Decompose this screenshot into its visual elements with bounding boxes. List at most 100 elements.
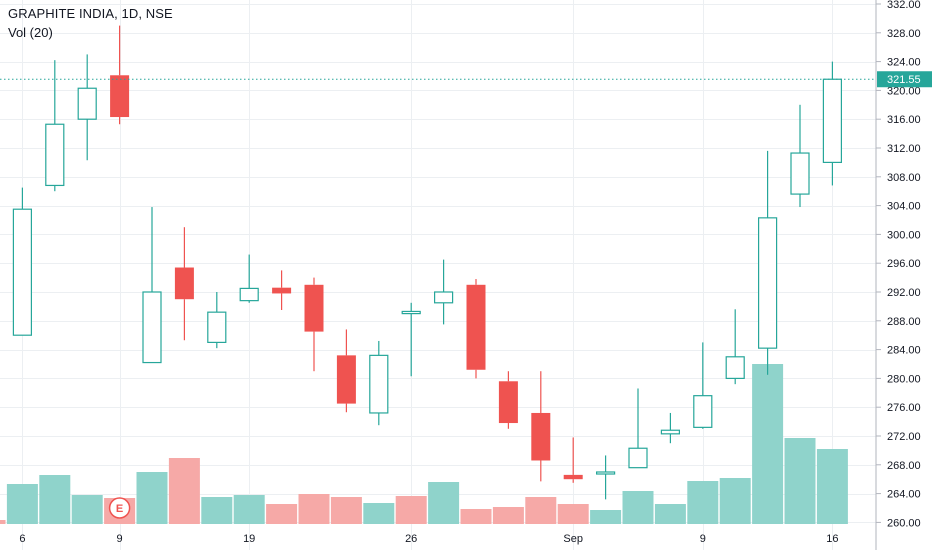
time-axis[interactable]: 6 9 19 26 Sep 9 16: [19, 533, 838, 545]
candle: [757, 150, 778, 375]
candle-body: [174, 267, 194, 300]
price-axis-label: 316.00: [887, 114, 921, 126]
price-axis-label: 332.00: [887, 0, 921, 11]
candle-body: [757, 217, 778, 349]
chart-title: GRAPHITE INDIA, 1D, NSE: [8, 6, 173, 21]
volume-bar: [266, 504, 298, 524]
volume-bar: [557, 504, 589, 524]
candle-body: [239, 287, 259, 302]
volume-bar: [784, 438, 816, 524]
volume-bar: [168, 458, 200, 524]
volume-bar: [752, 364, 784, 524]
volume-bar: [687, 481, 719, 524]
earnings-event-marker[interactable]: E: [108, 497, 131, 519]
price-axis-label: 308.00: [887, 172, 921, 184]
price-axis-label: 272.00: [887, 431, 921, 443]
price-axis-label: 288.00: [887, 316, 921, 328]
price-axis-label: 268.00: [887, 460, 921, 472]
earnings-event-circle[interactable]: [108, 497, 131, 519]
candle-body: [110, 75, 130, 118]
candle-body: [336, 355, 356, 404]
last-price-badge: 321.55: [877, 71, 932, 88]
volume-bar: [395, 496, 427, 524]
candle-body: [693, 395, 713, 428]
candle-body: [498, 381, 518, 424]
candle: [498, 371, 518, 429]
candle: [12, 187, 32, 336]
volume-bar: [460, 509, 492, 524]
time-axis-label: 19: [243, 533, 255, 545]
candle-body: [401, 310, 421, 315]
price-axis-label: 320.00: [887, 85, 921, 97]
time-axis-label: 16: [826, 533, 838, 545]
price-axis-label: 304.00: [887, 201, 921, 213]
volume-bar: [201, 497, 233, 524]
candle-body: [142, 291, 162, 364]
price-axis-label: 300.00: [887, 229, 921, 241]
candle-body: [77, 87, 97, 120]
candle: [336, 329, 356, 413]
time-axis-label: 9: [117, 533, 123, 545]
price-axis[interactable]: 332.00 328.00 324.00 320.00 316.00 312.00 308.…: [876, 0, 921, 529]
price-axis-label: 284.00: [887, 345, 921, 357]
candle: [628, 388, 648, 469]
volume-bar: [39, 475, 71, 524]
candle: [595, 455, 616, 500]
candle-body: [45, 123, 65, 187]
candle: [272, 270, 292, 310]
candle: [77, 54, 97, 161]
volume-bar: [492, 507, 524, 524]
last-price-badge-bg: [877, 71, 932, 88]
volume-bars: [0, 364, 848, 524]
price-axis-label: 312.00: [887, 143, 921, 155]
volume-bar: [71, 495, 103, 524]
time-axis-label: Sep: [563, 533, 583, 545]
candle: [790, 104, 810, 208]
candle: [725, 309, 745, 385]
candle-body: [628, 447, 648, 469]
volume-bar: [363, 503, 395, 524]
candle-body: [595, 471, 616, 475]
price-axis-label: 328.00: [887, 28, 921, 40]
price-axis-label: 280.00: [887, 373, 921, 385]
candle: [466, 279, 486, 379]
candle: [693, 342, 713, 429]
candle: [660, 412, 681, 444]
candle: [434, 259, 454, 325]
volume-bar: [719, 478, 751, 524]
volume-bar: [590, 510, 622, 524]
price-axis-label: 260.00: [887, 517, 921, 529]
candle-body: [369, 354, 389, 414]
candle-body: [434, 291, 454, 304]
volume-indicator-label: Vol (20): [8, 25, 53, 40]
price-axis-label: 276.00: [887, 402, 921, 414]
candle: [142, 207, 162, 364]
candle-body: [790, 152, 810, 195]
volume-bar: [525, 497, 557, 524]
volume-bar: [428, 482, 460, 524]
price-axis-label: 264.00: [887, 489, 921, 501]
price-axis-label: 324.00: [887, 57, 921, 69]
time-axis-label: 26: [405, 533, 417, 545]
candle: [369, 340, 389, 426]
candle: [110, 25, 130, 125]
candle: [563, 437, 583, 483]
price-axis-label: 296.00: [887, 258, 921, 270]
volume-bar: [330, 497, 362, 524]
earnings-event-letter[interactable]: E: [116, 503, 123, 515]
volume-bar: [816, 449, 848, 524]
time-axis-label: 6: [19, 533, 25, 545]
candle-body: [466, 284, 486, 370]
candle: [207, 292, 227, 349]
candle-body: [822, 78, 843, 164]
price-axis-label: 292.00: [887, 287, 921, 299]
candle-body: [725, 356, 745, 379]
candle-body: [563, 474, 583, 480]
candle-body: [304, 284, 324, 332]
candle-body: [272, 287, 292, 294]
candle: [174, 227, 194, 341]
candle-body: [12, 208, 32, 336]
candle: [304, 277, 324, 372]
candle: [239, 254, 259, 303]
